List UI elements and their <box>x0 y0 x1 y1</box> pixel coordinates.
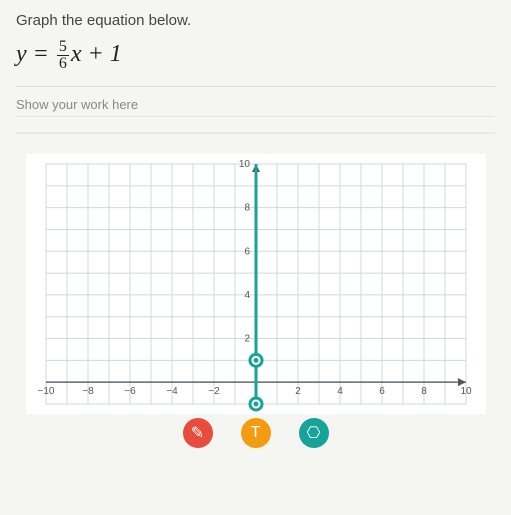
svg-text:−8: −8 <box>82 386 94 397</box>
work-label: Show your work here <box>16 97 495 112</box>
equation: y = 56x + 1 <box>16 39 495 72</box>
coordinate-graph[interactable]: −10 −8 −6 −4 −2 2 4 6 8 10 2 4 6 8 10 <box>26 154 486 414</box>
svg-text:2: 2 <box>295 386 301 397</box>
svg-text:2: 2 <box>244 334 250 345</box>
question-prompt: Graph the equation below. <box>16 12 495 29</box>
fraction-denominator: 6 <box>57 56 69 72</box>
equation-tail: x + 1 <box>71 41 122 67</box>
tool-orange[interactable]: T <box>241 418 271 448</box>
tool-teal[interactable]: ⎔ <box>299 418 329 448</box>
divider <box>16 86 495 87</box>
work-area[interactable] <box>16 116 495 134</box>
svg-text:−4: −4 <box>166 386 178 397</box>
svg-text:4: 4 <box>337 386 343 397</box>
svg-text:−10: −10 <box>37 386 54 397</box>
fraction-numerator: 5 <box>57 39 69 56</box>
svg-text:10: 10 <box>460 386 472 397</box>
svg-text:10: 10 <box>238 159 250 170</box>
svg-text:6: 6 <box>244 246 250 257</box>
svg-text:−2: −2 <box>208 386 220 397</box>
svg-text:−6: −6 <box>124 386 136 397</box>
equation-fraction: 56 <box>57 39 69 72</box>
tool-red[interactable]: ✎ <box>183 418 213 448</box>
svg-text:8: 8 <box>421 386 427 397</box>
svg-text:8: 8 <box>244 203 250 214</box>
equation-lhs: y <box>16 41 27 67</box>
svg-text:4: 4 <box>244 290 250 301</box>
equation-eq: = <box>27 41 55 67</box>
toolbar: ✎ T ⎔ <box>16 418 495 448</box>
svg-text:6: 6 <box>379 386 385 397</box>
